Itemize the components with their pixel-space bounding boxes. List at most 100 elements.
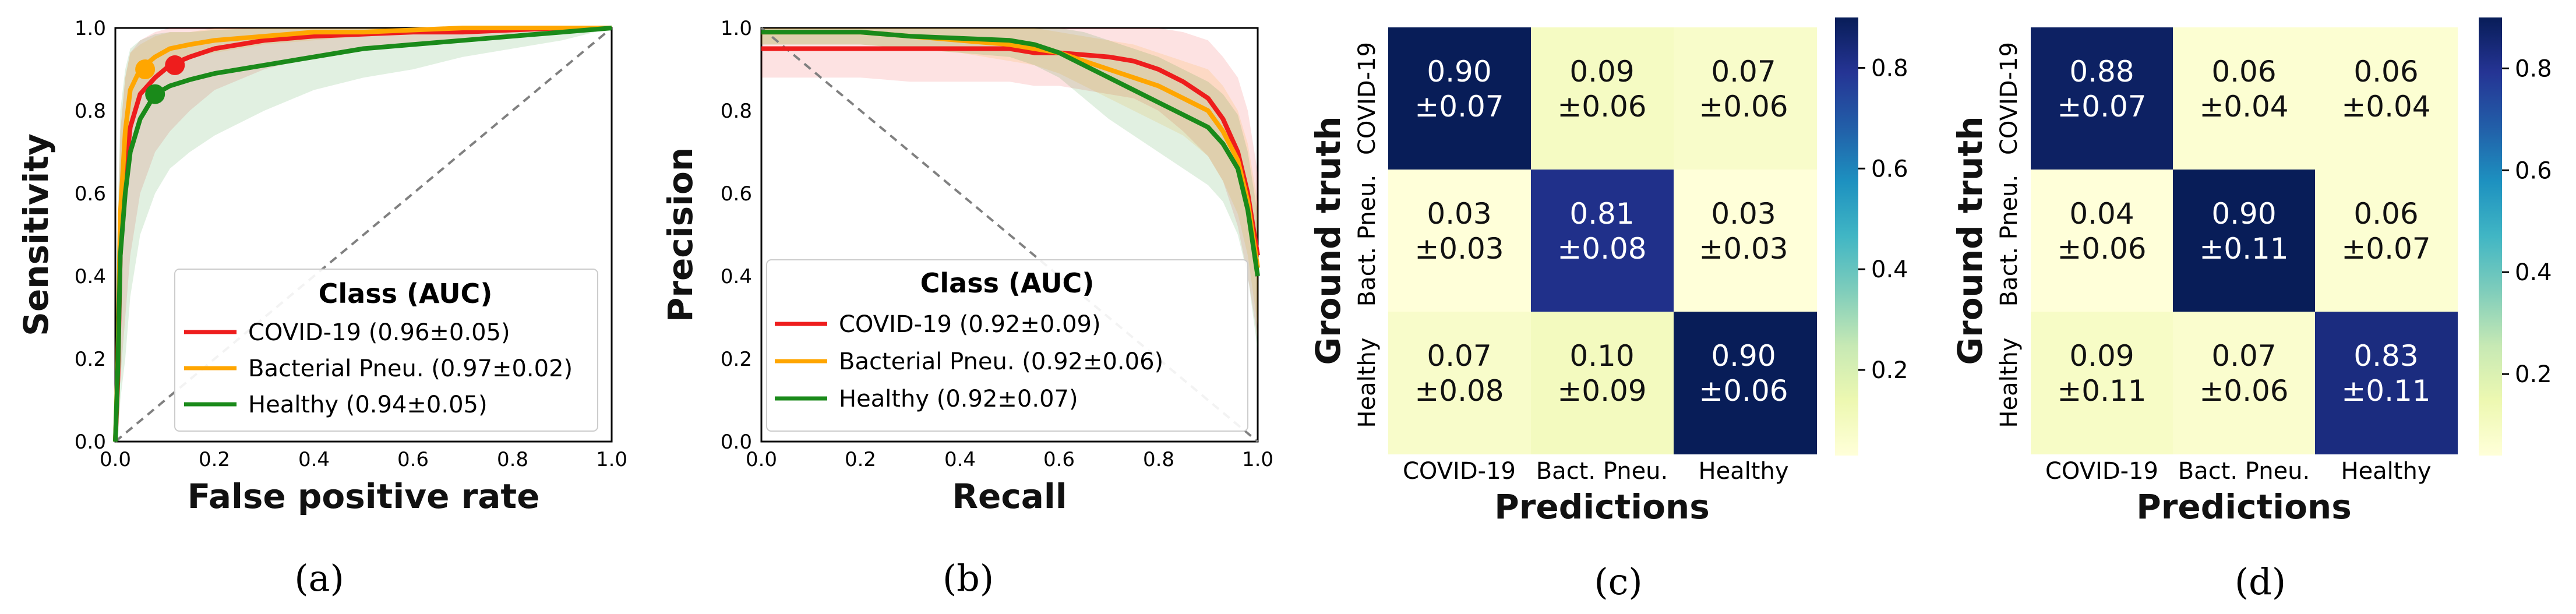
pr-line-healthy — [761, 30, 1260, 277]
roc-y-tick: 0.8 — [75, 100, 106, 123]
cm1-colorbar — [1835, 17, 1858, 456]
cm1-row-label: COVID-19 — [1354, 42, 1381, 155]
cm2-cell — [2315, 170, 2458, 312]
cm1-cell-value: 0.81 — [1569, 197, 1634, 231]
cm2-colorbar-label: 0.8 — [2515, 55, 2552, 82]
cm2-cell — [2031, 312, 2173, 454]
roc-diagonal — [114, 27, 613, 443]
cm1-cell — [1531, 312, 1674, 454]
cm1-cell-value: 0.90 — [1427, 55, 1491, 89]
cm1-col-label: COVID-19 — [1403, 458, 1516, 485]
pr-lines — [761, 30, 1260, 277]
cm2-cell-std: ±0.04 — [2199, 90, 2288, 123]
pr-y-tick: 1.0 — [721, 17, 752, 40]
cm2-colorbar — [2479, 17, 2502, 456]
cm1-cell-texts: 0.90 ±0.07 0.09 ±0.06 0.07 ±0.06 0.03 ±0… — [1414, 55, 1788, 408]
roc-legend-label-covid: COVID-19 (0.96±0.05) — [248, 319, 510, 346]
cm1-colorbar-label: 0.6 — [1871, 156, 1908, 182]
cm2-cell-texts: 0.88 ±0.07 0.06 ±0.04 0.06 ±0.04 0.04 ±0… — [2057, 55, 2430, 408]
pr-x-tick: 0.6 — [1043, 448, 1075, 471]
cm1-col-label: Healthy — [1698, 458, 1788, 485]
cm2-cell-std: ±0.07 — [2341, 232, 2430, 266]
cm2-cell-std: ±0.06 — [2057, 232, 2146, 266]
roc-marker-covid — [165, 55, 185, 75]
roc-legend-label-bacterial: Bacterial Pneu. (0.97±0.02) — [248, 355, 573, 382]
pr-y-tick: 0.2 — [721, 348, 752, 371]
cm2-cell-value: 0.04 — [2069, 197, 2134, 231]
cm1-cells — [1388, 27, 1817, 454]
pr-legend: Class (AUC) COVID-19 (0.92±0.09) Bacteri… — [766, 259, 1248, 432]
roc-panel: 0.0 0.2 0.4 0.6 0.8 1.0 0.0 0.2 0.4 0.6 … — [16, 17, 627, 599]
cm2-cell-std: ±0.04 — [2341, 90, 2430, 123]
cm1-cell — [1531, 27, 1674, 170]
cm2-cell-std: ±0.07 — [2057, 90, 2146, 123]
cm1-cell — [1388, 27, 1532, 170]
pr-legend-label-healthy: Healthy (0.92±0.07) — [839, 386, 1078, 412]
roc-legend-label-healthy: Healthy (0.94±0.05) — [248, 391, 488, 418]
roc-markers — [135, 55, 185, 104]
cm2-cell-value: 0.06 — [2211, 55, 2276, 89]
cm2-colorbar-labels: 0.8 0.6 0.4 0.2 — [2515, 55, 2552, 388]
pr-y-tick: 0.6 — [721, 182, 752, 206]
pr-y-ticks: 0.0 0.2 0.4 0.6 0.8 1.0 — [721, 17, 752, 454]
cm1-colorbar-labels: 0.8 0.6 0.4 0.2 — [1871, 55, 1908, 384]
cm2-cell — [2031, 27, 2173, 170]
cm1-cell-std: ±0.08 — [1557, 232, 1646, 266]
roc-y-label: Sensitivity — [16, 133, 56, 336]
cm1-cell — [1531, 170, 1674, 312]
cm2-cell — [2315, 27, 2458, 170]
cm1-cell-std: ±0.06 — [1699, 374, 1788, 408]
cm2-cell-value: 0.09 — [2069, 339, 2134, 373]
roc-caption: (a) — [294, 557, 344, 599]
cm2-y-label: Ground truth — [1950, 117, 1990, 365]
cm1-cell — [1388, 312, 1532, 454]
cm1-cell — [1674, 170, 1817, 312]
roc-legend-title: Class (AUC) — [319, 278, 493, 309]
pr-x-ticks: 0.0 0.2 0.4 0.6 0.8 1.0 — [746, 448, 1273, 471]
cm2-col-label: Healthy — [2341, 458, 2431, 485]
cm1-y-label: Ground truth — [1308, 117, 1348, 365]
cm2-cell — [2315, 312, 2458, 454]
cm2-cell-std: ±0.11 — [2057, 374, 2146, 408]
pr-x-tick: 1.0 — [1242, 448, 1273, 471]
roc-line-bacterial — [113, 26, 612, 442]
cm2-cell-value: 0.90 — [2211, 197, 2276, 231]
pr-x-tick: 0.0 — [746, 448, 777, 471]
cm1-x-label: Predictions — [1494, 487, 1710, 527]
roc-y-tick: 0.0 — [75, 430, 106, 454]
cm2-caption: (d) — [2235, 560, 2286, 603]
pr-x-tick: 0.4 — [944, 448, 976, 471]
cm2-row-label: COVID-19 — [1996, 42, 2023, 155]
pr-band-covid — [761, 28, 1258, 338]
cm1-col-labels: COVID-19 Bact. Pneu. Healthy — [1403, 458, 1789, 485]
pr-legend-box — [766, 259, 1248, 432]
pr-panel: 0.0 0.2 0.4 0.6 0.8 1.0 0.0 0.2 0.4 0.6 … — [661, 17, 1273, 599]
cm2-panel: 0.88 ±0.07 0.06 ±0.04 0.06 ±0.04 0.04 ±0… — [1950, 17, 2552, 603]
cm2-cell — [2173, 170, 2316, 312]
cm1-row-labels: COVID-19 Bact. Pneu. Healthy — [1354, 42, 1381, 428]
cm2-row-label: Bact. Pneu. — [1996, 175, 2023, 307]
cm1-cell-value: 0.07 — [1711, 55, 1776, 89]
cm2-cell-std: ±0.11 — [2341, 374, 2430, 408]
roc-legend-box — [174, 269, 598, 432]
pr-bands — [761, 28, 1258, 351]
roc-lines — [113, 26, 612, 442]
pr-y-label: Precision — [661, 147, 700, 322]
roc-legend: Class (AUC) COVID-19 (0.96±0.05) Bacteri… — [174, 269, 598, 432]
roc-x-ticks: 0.0 0.2 0.4 0.6 0.8 1.0 — [100, 448, 627, 471]
cm2-row-labels: COVID-19 Bact. Pneu. Healthy — [1996, 42, 2023, 428]
roc-x-tick: 0.2 — [199, 448, 230, 471]
cm1-cell-value: 0.03 — [1711, 197, 1776, 231]
cm2-cell — [2173, 312, 2316, 454]
pr-x-label: Recall — [952, 477, 1067, 516]
cm1-cell-std: ±0.06 — [1699, 90, 1788, 123]
roc-y-tick: 0.6 — [75, 182, 106, 206]
roc-y-ticks: 0.0 0.2 0.4 0.6 0.8 1.0 — [75, 17, 106, 454]
cm2-colorbar-label: 0.2 — [2515, 361, 2552, 388]
roc-x-tick: 0.6 — [397, 448, 429, 471]
pr-x-tick: 0.8 — [1143, 448, 1174, 471]
roc-x-tick: 1.0 — [596, 448, 627, 471]
cm1-cell-std: ±0.07 — [1414, 90, 1504, 123]
cm1-colorbar-label: 0.2 — [1871, 357, 1908, 384]
